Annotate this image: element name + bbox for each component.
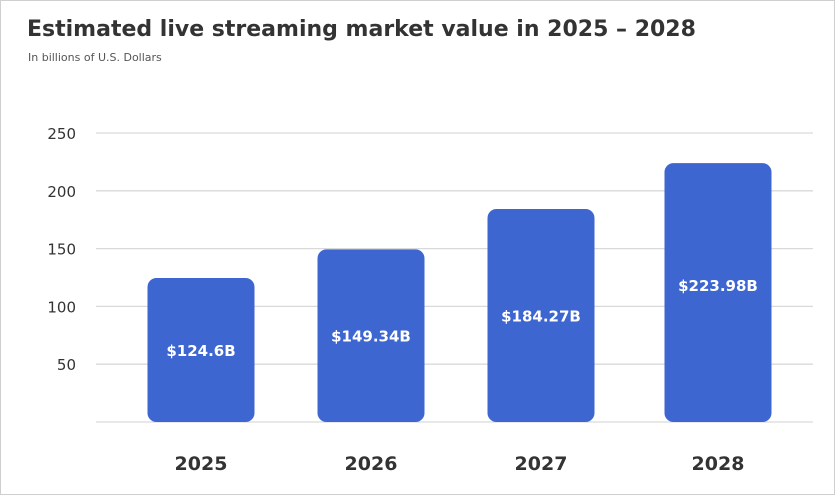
x-tick-label: 2025: [175, 453, 228, 475]
bar: [664, 163, 772, 423]
x-tick-label: 2027: [515, 453, 568, 475]
bar-value-label: $149.34B: [331, 328, 411, 346]
x-tick-label: 2028: [692, 453, 745, 475]
bar: [147, 277, 255, 422]
y-tick-label: 150: [47, 241, 76, 259]
chart-subtitle: In billions of U.S. Dollars: [28, 51, 162, 64]
bar-value-label: $184.27B: [501, 307, 581, 325]
bar: [317, 249, 425, 422]
bar-value-label: $124.6B: [166, 342, 235, 360]
chart-title: Estimated live streaming market value in…: [27, 17, 696, 42]
bar: [487, 208, 595, 422]
bar-value-label: $223.98B: [678, 277, 758, 295]
y-tick-label: 200: [47, 183, 76, 201]
y-tick-label: 50: [57, 356, 76, 374]
y-tick-label: 250: [47, 125, 76, 143]
y-tick-label: 100: [47, 298, 76, 316]
x-tick-label: 2026: [345, 453, 398, 475]
